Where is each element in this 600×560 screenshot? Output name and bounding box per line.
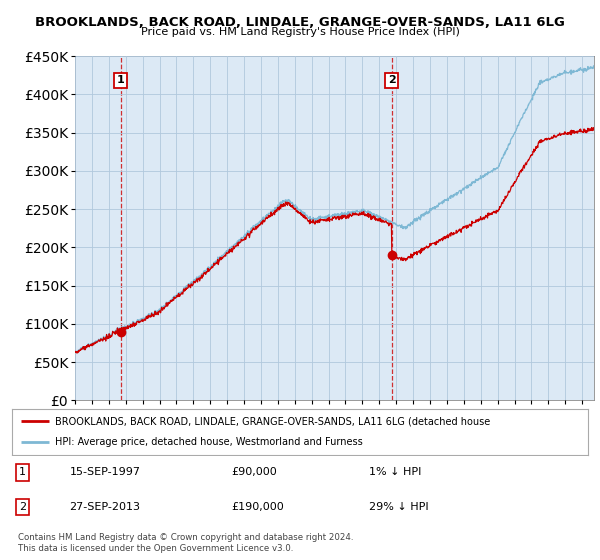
Text: 1% ↓ HPI: 1% ↓ HPI bbox=[369, 468, 421, 478]
Text: BROOKLANDS, BACK ROAD, LINDALE, GRANGE-OVER-SANDS, LA11 6LG (detached house: BROOKLANDS, BACK ROAD, LINDALE, GRANGE-O… bbox=[55, 416, 490, 426]
Text: 1: 1 bbox=[19, 468, 26, 478]
Text: HPI: Average price, detached house, Westmorland and Furness: HPI: Average price, detached house, West… bbox=[55, 437, 363, 447]
Text: 2: 2 bbox=[19, 502, 26, 512]
Text: 27-SEP-2013: 27-SEP-2013 bbox=[70, 502, 140, 512]
Text: 15-SEP-1997: 15-SEP-1997 bbox=[70, 468, 140, 478]
Text: 29% ↓ HPI: 29% ↓ HPI bbox=[369, 502, 429, 512]
Text: 2: 2 bbox=[388, 76, 395, 86]
Text: Price paid vs. HM Land Registry's House Price Index (HPI): Price paid vs. HM Land Registry's House … bbox=[140, 27, 460, 37]
Text: 1: 1 bbox=[117, 76, 125, 86]
Text: £90,000: £90,000 bbox=[231, 468, 277, 478]
Text: Contains HM Land Registry data © Crown copyright and database right 2024.
This d: Contains HM Land Registry data © Crown c… bbox=[18, 533, 353, 553]
Text: BROOKLANDS, BACK ROAD, LINDALE, GRANGE-OVER-SANDS, LA11 6LG: BROOKLANDS, BACK ROAD, LINDALE, GRANGE-O… bbox=[35, 16, 565, 29]
Text: £190,000: £190,000 bbox=[231, 502, 284, 512]
